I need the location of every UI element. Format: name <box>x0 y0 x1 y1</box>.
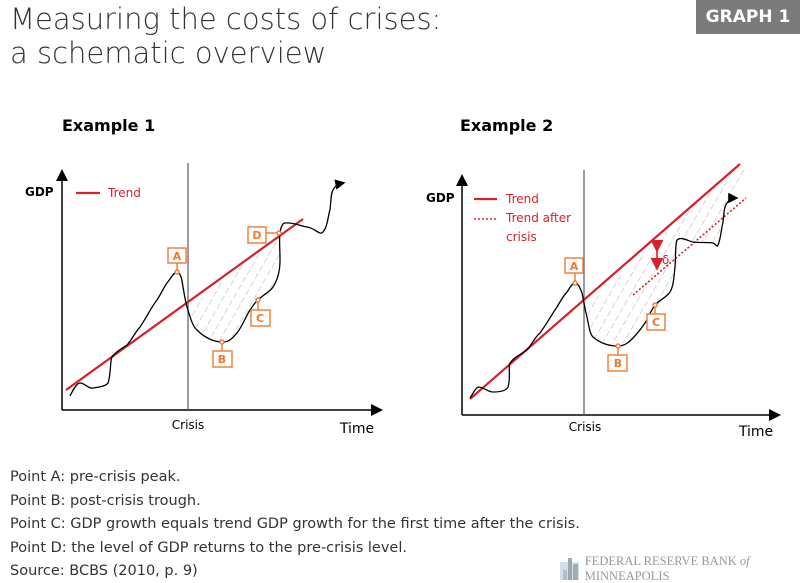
title-line2: a schematic overview <box>10 36 327 70</box>
loss-area <box>188 233 280 342</box>
source: Source: BCBS (2010, p. 9) <box>10 563 198 579</box>
legend-trend-label: Trend <box>505 192 539 206</box>
marker-b: B <box>218 353 226 366</box>
marker-a: A <box>570 260 579 273</box>
marker-a: A <box>173 250 182 263</box>
loss-area <box>584 165 745 346</box>
note-a: Point A: pre-crisis peak. <box>10 469 181 485</box>
point-markers <box>167 226 282 368</box>
logo-text-1: FEDERAL RESERVE BANK <box>584 554 740 568</box>
delta-label: δ <box>662 253 669 267</box>
crisis-label: Crisis <box>172 418 204 432</box>
legend-after-label-2: crisis <box>506 230 537 244</box>
page-title: Measuring the costs of crises: a schemati… <box>10 2 441 70</box>
example-1: Example 1 GDP Trend Crisis Time A B C D <box>25 116 383 437</box>
gdp-curve <box>469 192 739 399</box>
x-label: Time <box>339 421 374 437</box>
marker-d: D <box>252 229 261 242</box>
title-line1: Measuring the costs of crises: <box>10 2 442 36</box>
gdp-curve <box>69 179 346 397</box>
graph-badge: GRAPH 1 <box>696 0 800 34</box>
trend-line <box>469 163 741 400</box>
fed-logo: FEDERAL RESERVE BANK of MINNEAPOLIS <box>560 554 800 583</box>
legend-after-label-1: Trend after <box>505 211 571 225</box>
example1-title: Example 1 <box>62 116 155 135</box>
x-label: Time <box>738 424 773 440</box>
marker-c: C <box>256 312 264 325</box>
marker-c-box <box>250 309 271 327</box>
logo-text-of: of <box>739 554 750 568</box>
logo-text: FEDERAL RESERVE BANK of MINNEAPOLIS <box>585 554 800 583</box>
marker-c-box <box>646 313 666 331</box>
legend-trend-label: Trend <box>107 186 141 200</box>
building-icon <box>560 558 579 580</box>
marker-d-box <box>247 226 267 244</box>
crisis-label: Crisis <box>569 420 601 434</box>
note-c: Point C: GDP growth equals trend GDP gro… <box>10 516 580 532</box>
y-label: GDP <box>25 185 54 199</box>
note-d: Point D: the level of GDP returns to the… <box>10 539 407 556</box>
marker-b: B <box>614 357 622 370</box>
y-label: GDP <box>426 191 455 205</box>
note-b: Point B: post-crisis trough. <box>10 492 201 509</box>
example2-title: Example 2 <box>460 116 553 135</box>
trend-line <box>65 218 304 391</box>
marker-c: C <box>652 316 660 329</box>
example-2: Example 2 δ GDP Trend Trend after crisis… <box>426 116 781 440</box>
logo-text-2: MINNEAPOLIS <box>584 569 670 583</box>
point-markers <box>564 257 666 372</box>
trend-after-crisis-line <box>632 197 747 296</box>
notes: Point A: pre-crisis peak. Point B: post-… <box>10 466 580 583</box>
marker-a-box <box>564 257 584 274</box>
